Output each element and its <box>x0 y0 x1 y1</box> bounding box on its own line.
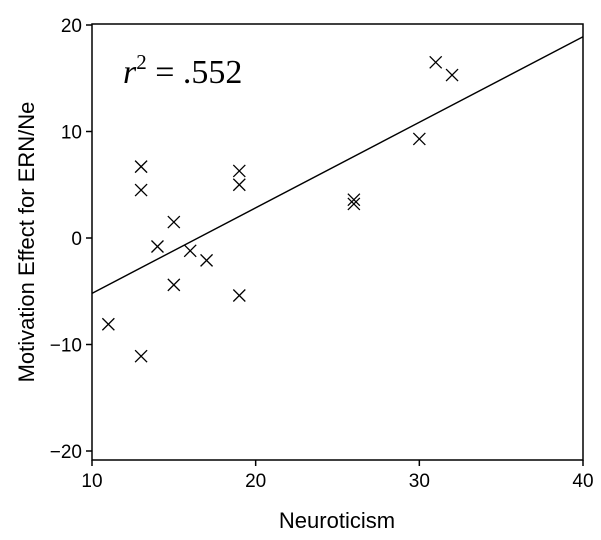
x-axis-title: Neuroticism <box>279 508 395 533</box>
data-point <box>134 160 148 174</box>
data-points <box>101 55 459 363</box>
x-tick-label: 10 <box>81 471 102 492</box>
data-point <box>183 244 197 258</box>
y-axis-ticks: 20 10 0 −10 −20 <box>50 16 92 463</box>
y-axis-title: Motivation Effect for ERN/Ne <box>14 102 39 383</box>
data-point <box>232 178 246 192</box>
data-point <box>200 253 214 267</box>
r-squared-var: r <box>123 54 137 91</box>
plot-area <box>91 23 584 461</box>
data-point <box>101 317 115 331</box>
data-point <box>167 215 181 229</box>
r-squared-exponent: 2 <box>136 50 147 74</box>
y-tick-label: 20 <box>61 16 82 37</box>
data-point <box>412 132 426 146</box>
data-point <box>167 278 181 292</box>
regression-layer <box>91 36 584 295</box>
y-tick-label: −20 <box>50 442 82 463</box>
data-point <box>445 68 459 82</box>
x-axis-ticks: 10 20 30 40 <box>81 460 594 492</box>
y-tick-label: 10 <box>61 123 82 144</box>
data-point <box>151 240 164 253</box>
data-point <box>429 55 443 69</box>
data-point <box>134 183 148 197</box>
y-tick-label: −10 <box>50 336 82 357</box>
r-squared-annotation: r2 = .552 <box>123 50 242 91</box>
data-point <box>347 193 361 207</box>
y-tick-label: 0 <box>71 229 82 250</box>
x-tick-label: 30 <box>409 471 430 492</box>
data-point <box>347 197 361 211</box>
data-point <box>134 349 148 363</box>
regression-line <box>91 36 584 295</box>
x-tick-label: 40 <box>572 471 593 492</box>
x-tick-label: 20 <box>245 471 266 492</box>
r-squared-value: = .552 <box>147 54 243 91</box>
data-point <box>232 164 246 178</box>
data-point <box>232 289 246 302</box>
